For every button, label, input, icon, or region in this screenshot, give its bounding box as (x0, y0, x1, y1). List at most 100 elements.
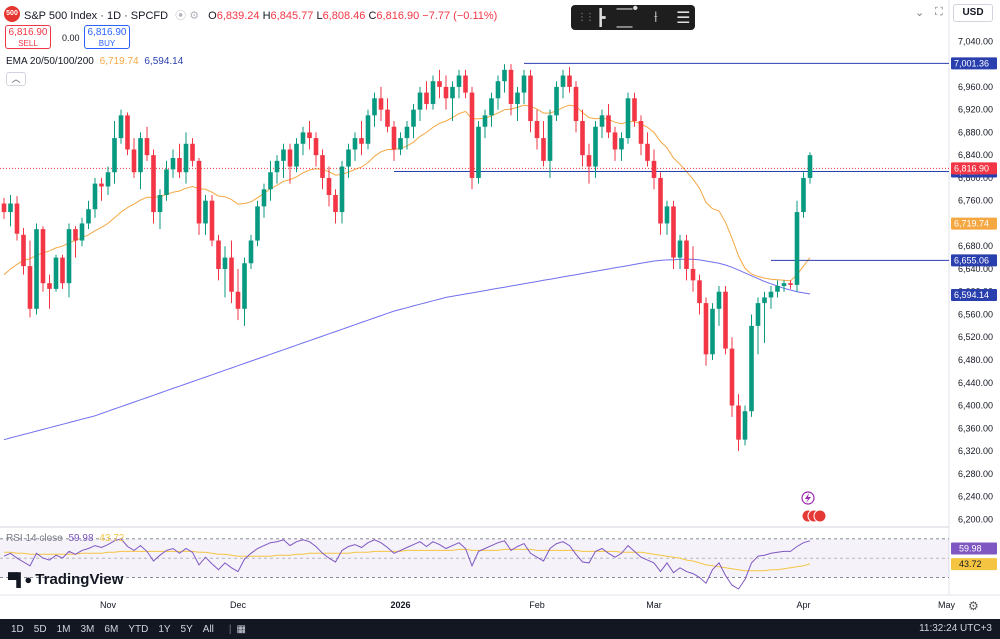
candle-body (599, 115, 605, 127)
rsi-value-tag (951, 542, 997, 555)
tradingview-logo[interactable]: ▀▌● TradingView (8, 571, 123, 588)
candle-body (170, 158, 176, 170)
candle-body (463, 75, 468, 93)
candle-body (729, 348, 735, 406)
candle-body (307, 132, 312, 139)
chart-canvas[interactable]: 7,040.007,000.006,960.006,920.006,880.00… (0, 0, 1000, 619)
ohlc-open-label: O (208, 10, 217, 22)
candle-body (209, 200, 215, 241)
candle-body (411, 109, 416, 127)
candle-body (495, 81, 501, 99)
candle-body (372, 98, 377, 116)
ohlc-open: 6,839.24 (216, 10, 260, 22)
y-tick-label: 6,880.00 (958, 127, 993, 137)
candle-body (404, 126, 410, 139)
ohlc-high: 6,845.77 (270, 10, 314, 22)
candle-body (391, 126, 397, 150)
ohlc-low-label: L (316, 10, 323, 22)
candles-group (1, 64, 813, 452)
collapse-legend-button[interactable]: ︿ (6, 72, 26, 86)
candle-body (255, 206, 260, 241)
ema-value-1: 6,719.74 (99, 56, 139, 67)
candle-body (86, 209, 91, 224)
ohlc-change: −7.77 (−0.11%) (422, 10, 498, 22)
ray-tool-icon[interactable]: ┣ (595, 9, 606, 27)
symbol-logo-icon: 500 (4, 6, 20, 22)
x-tick-label: 2026 (390, 600, 410, 610)
symbol-title[interactable]: S&P 500 Index · 1D · SPCFD (24, 10, 169, 22)
settings-lines-icon[interactable]: ☰ (676, 9, 691, 27)
candle-body (534, 121, 540, 139)
chevron-down-icon[interactable]: ⌄ (915, 7, 925, 19)
ohlc-close-label: C (368, 10, 377, 22)
candle-body (14, 203, 20, 234)
candle-body (528, 75, 533, 122)
level-tag-label: 6,655.06 (954, 255, 989, 265)
candle-body (476, 126, 481, 178)
ema-legend[interactable]: EMA 20/50/100/200 6,719.74 6,594.14 (6, 56, 183, 67)
currency-selector[interactable]: USD (953, 4, 993, 22)
candle-body (560, 75, 566, 87)
candle-body (723, 291, 728, 349)
y-tick-label: 6,440.00 (958, 378, 993, 388)
candle-body (53, 257, 59, 289)
range-1y[interactable]: 1Y (158, 623, 171, 635)
candle-body (742, 411, 748, 440)
range-5y[interactable]: 5Y (180, 623, 193, 635)
buy-price: 6,816.90 (87, 27, 127, 38)
clock-readout[interactable]: 11:32:24 UTC+3 (919, 623, 992, 634)
candle-body (645, 143, 650, 161)
candle-body (541, 138, 546, 161)
lightning-glyph (805, 493, 811, 503)
candle-body (326, 177, 332, 195)
candle-body (112, 138, 117, 173)
sell-button[interactable]: 6,816.90 SELL (5, 25, 51, 49)
settings-gear-icon[interactable]: ⚙ (968, 599, 979, 613)
candle-body (417, 92, 423, 110)
fullscreen-icon[interactable]: ⛶ (935, 6, 943, 18)
range-3m[interactable]: 3M (80, 623, 95, 635)
rsi-label: RSI 14 close (6, 533, 63, 544)
rsi-legend[interactable]: RSI 14 close 59.98 43.72 (6, 533, 124, 544)
y-tick-label: 6,400.00 (958, 401, 993, 411)
candle-body (736, 405, 741, 440)
date-range-calendar-icon[interactable]: ▦ (236, 623, 246, 635)
candle-body (47, 283, 52, 289)
divider: | (228, 623, 232, 635)
symbol-legend: S&P 500 Index · 1D · SPCFD ⦿ ⚙ O6,839.24… (24, 7, 497, 23)
candle-body (99, 183, 104, 187)
candle-body (430, 81, 436, 104)
candle-body (27, 266, 33, 309)
vertical-line-icon[interactable]: ⟊ (653, 8, 658, 26)
candle-body (183, 143, 189, 173)
horizontal-ray-icon[interactable]: —•— (616, 0, 639, 35)
candle-body (190, 143, 195, 161)
y-tick-label: 6,520.00 (958, 332, 993, 342)
x-tick-label: Apr (796, 600, 810, 610)
x-tick-label: Feb (529, 600, 545, 610)
candle-body (365, 115, 371, 144)
eye-icon[interactable]: ⦿ ⚙ (175, 10, 200, 22)
range-ytd[interactable]: YTD (128, 623, 149, 635)
ema-tag (951, 217, 997, 230)
range-6m[interactable]: 6M (104, 623, 119, 635)
buy-button[interactable]: 6,816.90 BUY (84, 25, 130, 49)
candle-body (177, 158, 182, 173)
range-1d[interactable]: 1D (11, 623, 24, 635)
range-1m[interactable]: 1M (56, 623, 71, 635)
candle-body (281, 149, 286, 161)
range-5d[interactable]: 5D (33, 623, 47, 635)
range-all[interactable]: All (202, 623, 214, 635)
candle-body (313, 138, 319, 156)
candle-body (424, 92, 429, 104)
candle-body (339, 166, 345, 213)
candle-body (164, 169, 169, 195)
y-tick-label: 6,960.00 (958, 82, 993, 92)
rsi-ma-tag-label: 43.72 (959, 559, 982, 569)
candle-body (222, 257, 228, 269)
candle-body (131, 149, 137, 173)
last-price-label: 6,816.90 (954, 163, 989, 173)
candle-body (521, 75, 527, 93)
candle-body (775, 286, 780, 292)
drag-handle-icon[interactable]: ⋮⋮ (577, 12, 595, 23)
